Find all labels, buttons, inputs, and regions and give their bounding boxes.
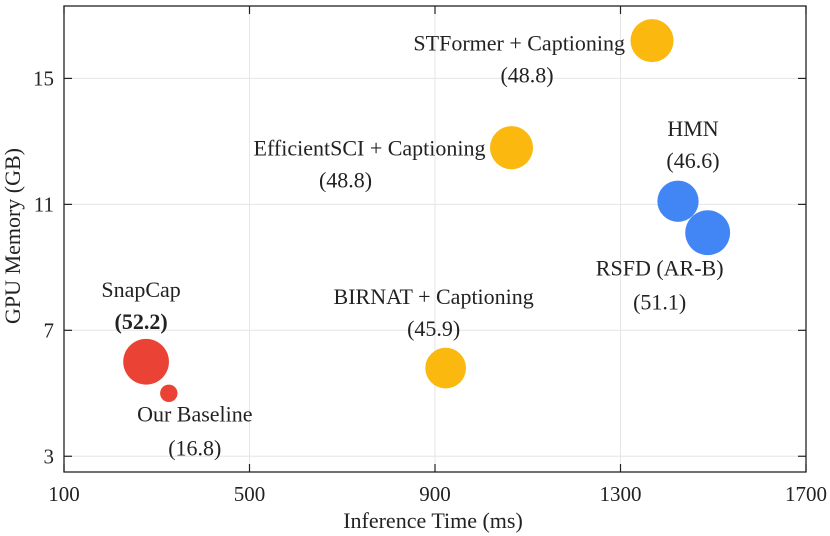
bubble-birnat [425, 347, 467, 389]
label-rsfd: RSFD (AR-B) [596, 256, 724, 281]
x-tick-label: 900 [419, 482, 451, 506]
x-tick-label: 100 [48, 482, 80, 506]
y-tick-label: 11 [34, 192, 54, 216]
x-tick-label: 1300 [600, 482, 642, 506]
bubble-snapcap [123, 338, 169, 385]
y-tick-label: 3 [44, 444, 55, 468]
axis-ticks: 100 500 900 1300 1700 3 7 11 15 [33, 6, 827, 506]
y-axis-title: GPU Memory (GB) [0, 148, 25, 324]
score-snapcap: (52.2) [115, 309, 168, 334]
bubble-stformer [630, 19, 674, 63]
x-axis-title: Inference Time (ms) [343, 508, 523, 533]
bubble-hmn [657, 180, 699, 222]
x-tick-label: 1700 [785, 482, 827, 506]
score-efficientsci: (48.8) [319, 168, 372, 193]
x-tick-label: 500 [234, 482, 266, 506]
bubble-efficientsci [489, 126, 534, 170]
label-stformer: STFormer + Captioning [413, 31, 625, 56]
score-baseline: (16.8) [168, 435, 221, 460]
label-snapcap: SnapCap [101, 277, 180, 302]
data-points [123, 19, 731, 403]
label-efficientsci: EfficientSCI + Captioning [254, 136, 486, 161]
label-baseline: Our Baseline [137, 401, 252, 426]
label-hmn: HMN [667, 116, 718, 141]
label-birnat: BIRNAT + Captioning [334, 284, 534, 309]
bubble-rsfd [685, 210, 731, 256]
y-tick-label: 7 [44, 318, 55, 342]
score-stformer: (48.8) [500, 63, 553, 88]
point-labels: STFormer + Captioning (48.8) EfficientSCI … [101, 31, 723, 461]
score-hmn: (46.6) [666, 148, 719, 173]
score-rsfd: (51.1) [633, 290, 686, 315]
y-tick-label: 15 [33, 66, 54, 90]
score-birnat: (45.9) [407, 316, 460, 341]
bubble-baseline [160, 384, 178, 403]
